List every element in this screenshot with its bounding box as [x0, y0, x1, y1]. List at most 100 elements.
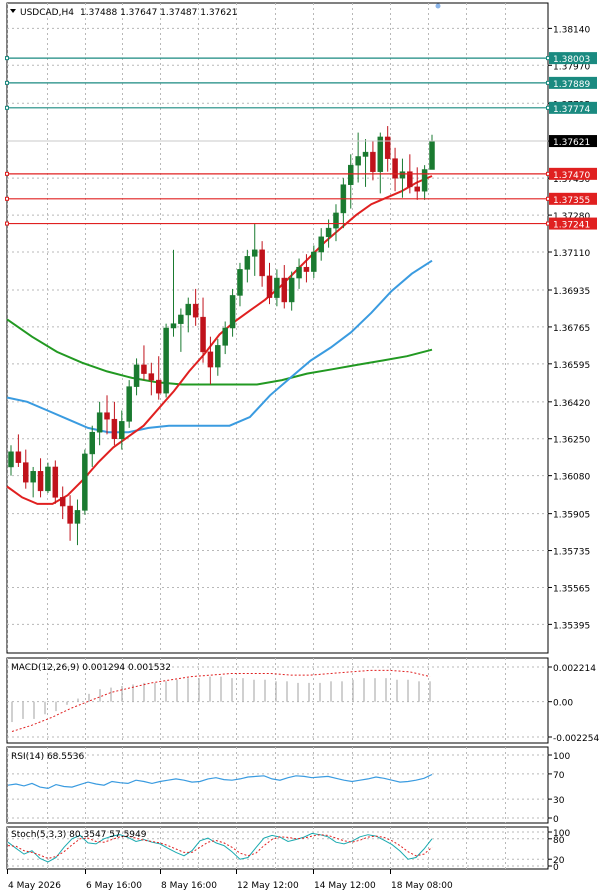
stoch-y-tick-label: 80: [553, 836, 565, 846]
candle-body: [89, 431, 95, 455]
candle-body: [333, 212, 339, 229]
candle-body: [207, 351, 214, 368]
candle-body: [414, 186, 420, 192]
candle-body: [59, 497, 66, 507]
ma-fast-line: [6, 175, 433, 505]
y-tick-label: 1.36935: [553, 287, 590, 297]
pane-frame-1: [6, 657, 549, 744]
current-price-label: 1.37621: [553, 138, 590, 148]
x-tick-label: 18 May 08:00: [391, 881, 453, 890]
candle-body: [288, 277, 295, 303]
candle-body: [52, 466, 59, 498]
level-price-tag: [549, 217, 597, 230]
candle-body: [281, 277, 288, 303]
candle-body: [244, 256, 251, 270]
candle-body: [192, 303, 199, 318]
level-anchor: [5, 105, 9, 110]
candle-body: [8, 451, 14, 468]
x-tick-label: 12 May 12:00: [237, 881, 299, 890]
y-tick-label: 1.36420: [553, 399, 590, 409]
candle-body: [23, 462, 29, 483]
candle-body: [251, 249, 258, 257]
candle-body: [148, 373, 155, 381]
level-price-tag: [549, 76, 597, 89]
candle-body: [311, 251, 317, 272]
candle-body: [178, 314, 184, 324]
candle-body: [30, 471, 36, 483]
y-tick-label: 1.36250: [553, 436, 590, 446]
level-anchor: [5, 171, 9, 176]
candle-body: [222, 327, 228, 346]
level-price-label: 1.37470: [553, 171, 590, 181]
x-tick-label: 6 May 16:00: [86, 881, 142, 890]
candle-body: [370, 151, 376, 172]
ma-mid-line: [6, 259, 433, 434]
candle-body: [74, 510, 81, 524]
rsi-y-tick-label: 70: [553, 771, 565, 781]
y-tick-label: 1.36080: [553, 473, 590, 483]
candle-body: [303, 266, 310, 272]
y-tick-label: 1.36765: [553, 324, 590, 334]
y-tick-label: 1.37450: [553, 175, 590, 185]
y-tick-label: 1.36595: [553, 361, 590, 371]
candle-body: [429, 141, 435, 170]
candle-body: [377, 136, 384, 172]
candle-body: [392, 158, 398, 179]
x-tick-label: 8 May 16:00: [161, 881, 217, 890]
status-dot-icon: [435, 3, 441, 9]
candle-body: [399, 171, 406, 179]
rsi-y-tick-label: 0: [553, 815, 559, 825]
candle-body: [67, 505, 73, 524]
candle-body: [111, 418, 118, 439]
symbol-label: USDCAD,H4: [20, 8, 74, 18]
candle-body: [200, 316, 206, 353]
candle-body: [318, 236, 324, 253]
rsi-line: [7, 773, 433, 790]
y-tick-label: 1.35905: [553, 511, 590, 521]
level-price-tag: [549, 52, 597, 65]
level-price-tag: [549, 192, 597, 205]
level-price-label: 1.37774: [553, 105, 590, 115]
candle-body: [325, 227, 332, 238]
candle-body: [355, 156, 361, 166]
candle-body: [163, 327, 169, 394]
stoch-d-line: [7, 834, 433, 860]
y-tick-label: 1.35735: [553, 548, 590, 558]
level-price-label: 1.37241: [553, 221, 590, 231]
candle-body: [348, 164, 354, 185]
current-price-tag: [549, 135, 597, 148]
candle-body: [215, 345, 221, 368]
y-tick-label: 1.35565: [553, 584, 590, 594]
candle-body: [362, 151, 369, 157]
y-tick-label: 1.37970: [553, 62, 590, 72]
stoch-y-tick-label: 20: [553, 856, 565, 866]
candle-body: [229, 295, 236, 329]
macd-y-tick-label: -0.002254: [553, 734, 599, 744]
rsi-y-tick-label: 100: [553, 752, 570, 762]
stoch-k-line: [7, 832, 433, 863]
candle-body: [384, 136, 391, 159]
y-tick-label: 1.35395: [553, 621, 590, 631]
candle-body: [119, 421, 125, 439]
stoch-title: Stoch(5,3,3) 80.3547 57.5949: [11, 830, 147, 840]
candle-body: [274, 277, 280, 298]
candle-body: [141, 364, 147, 374]
candle-body: [237, 269, 243, 296]
stoch-y-tick-label: 100: [553, 829, 570, 839]
candle-body: [104, 412, 110, 420]
level-anchor: [5, 80, 9, 85]
y-tick-label: 1.37110: [553, 249, 590, 259]
candle-body: [421, 169, 428, 192]
level-anchor: [5, 221, 9, 226]
macd-signal-line: [11, 669, 431, 732]
candle-body: [259, 249, 265, 277]
candle-body: [407, 171, 413, 188]
candle-body: [37, 471, 44, 492]
level-anchor: [5, 56, 9, 61]
level-price-label: 1.37889: [553, 80, 590, 90]
y-tick-label: 1.38140: [553, 25, 590, 35]
candle-body: [96, 412, 103, 433]
level-price-tag: [549, 167, 597, 180]
pane-frame-2: [6, 746, 549, 824]
